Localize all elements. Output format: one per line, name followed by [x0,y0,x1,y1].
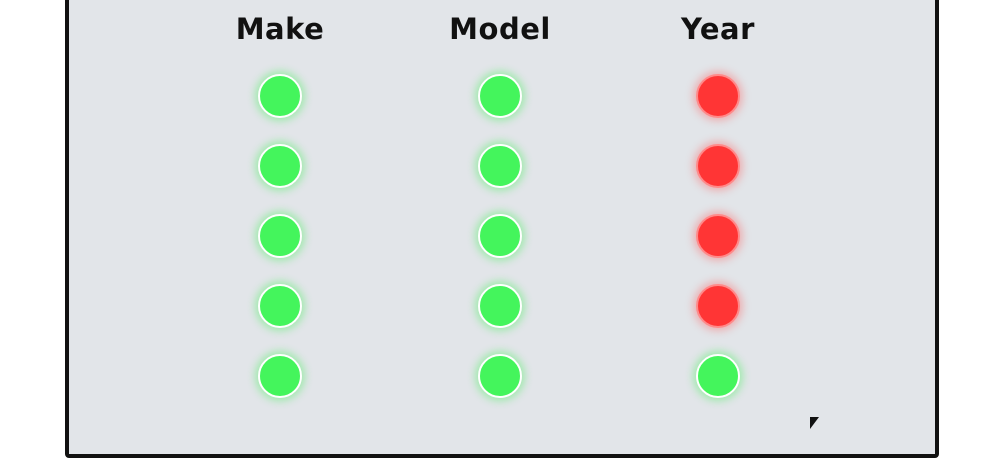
match-indicator-icon [478,74,522,118]
match-indicator-icon [258,214,302,258]
mismatch-indicator-icon [696,74,740,118]
match-indicator-icon [696,354,740,398]
column-header: Year [681,12,755,46]
match-indicator-icon [478,354,522,398]
mismatch-indicator-icon [696,284,740,328]
match-indicator-icon [478,214,522,258]
match-indicator-icon [478,284,522,328]
match-indicator-icon [258,144,302,188]
match-indicator-icon [258,284,302,328]
mouse-cursor-icon [810,417,819,429]
match-indicator-icon [258,354,302,398]
match-indicator-icon [478,144,522,188]
match-indicator-icon [258,74,302,118]
mismatch-indicator-icon [696,214,740,258]
column-header: Model [449,12,551,46]
column-header: Make [235,12,325,46]
mismatch-indicator-icon [696,144,740,188]
